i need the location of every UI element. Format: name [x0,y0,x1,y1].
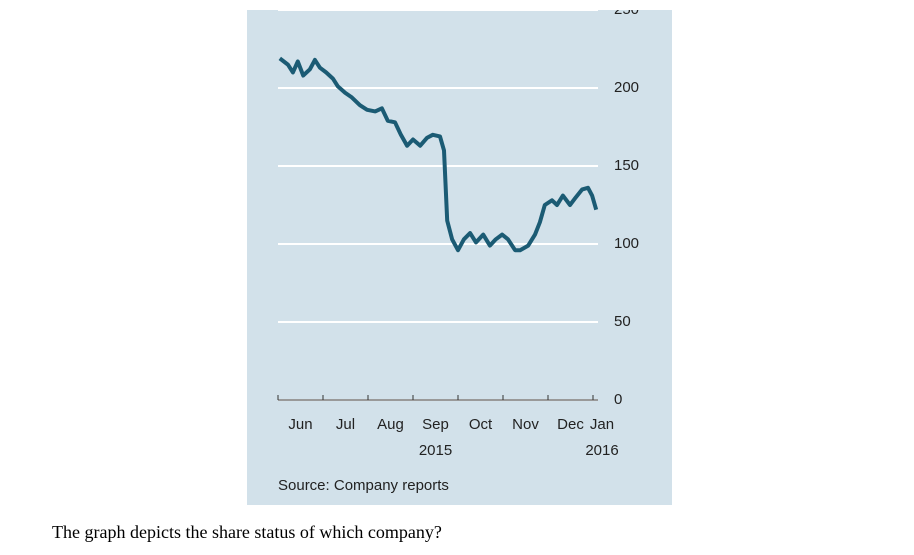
plot: 0 50 100 150 200 250 Jun Jul Aug Sep Oct Nov Dec Jan 2… [277,1,639,459]
chart-panel [247,10,672,505]
y-tick-label: 200 [614,79,639,96]
y-tick-label: 50 [614,313,631,330]
y-tick-label: 150 [614,157,639,174]
x-tick-label: Sep [422,416,449,433]
x-tick-label: Oct [469,416,493,433]
year-label: 2015 [419,442,452,459]
y-tick-label: 100 [614,235,639,252]
question: The graph depicts the share status of wh… [52,522,442,542]
x-tick-label: Dec [557,416,584,433]
y-tick-label: 250 [614,1,639,18]
year-label: 2016 [585,442,618,459]
y-tick-label: 0 [614,391,622,408]
x-tick-label: Jul [336,416,355,433]
x-tick-label: Nov [512,416,539,433]
x-tick-label: Jun [288,416,312,433]
x-tick-label: Aug [377,416,404,433]
series-line [278,56,599,253]
source-note: Source: Company reports [278,477,449,494]
x-tick-label: Jan [590,416,614,433]
